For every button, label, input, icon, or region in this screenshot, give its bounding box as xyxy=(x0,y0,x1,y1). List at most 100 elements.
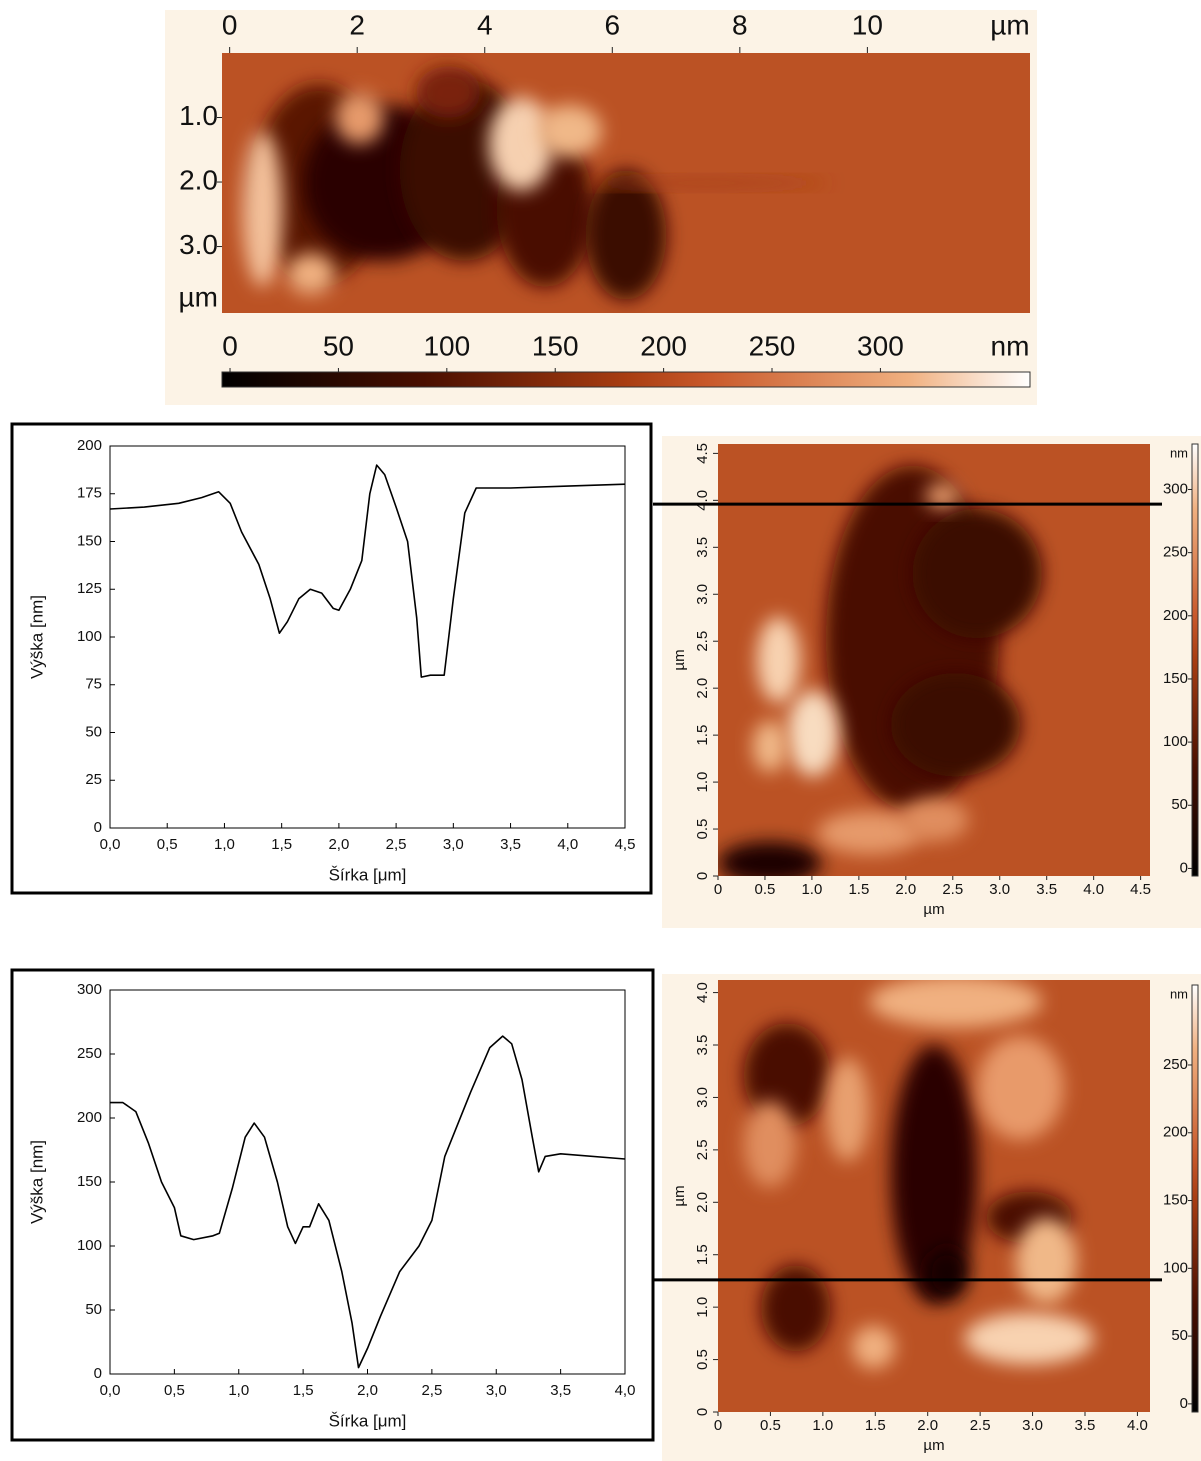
x-axis-label: µm xyxy=(923,1437,944,1454)
y-tick-label: 1.0 xyxy=(179,100,218,131)
y-tick-label: 250 xyxy=(77,1045,102,1062)
profile-curve xyxy=(110,1035,626,1369)
colorbar-tick-label: 0 xyxy=(222,330,238,361)
x-tick-label: 2.0 xyxy=(917,1417,938,1434)
x-tick-label: 3,0 xyxy=(486,1382,507,1399)
x-tick-label: 1.0 xyxy=(812,1417,833,1434)
surface-feature xyxy=(890,1044,978,1304)
x-tick-label: 4.0 xyxy=(1127,1417,1148,1434)
x-axis-label: Šírka [μm] xyxy=(329,865,407,884)
y-tick-label: 1.0 xyxy=(694,1297,711,1318)
y-tick-label: 50 xyxy=(85,723,102,740)
x-tick-label: 2,0 xyxy=(357,1382,378,1399)
y-tick-label: 3.0 xyxy=(694,1087,711,1108)
x-tick-label: 6 xyxy=(604,9,620,40)
x-tick-label: 3.5 xyxy=(1036,881,1057,898)
colorbar xyxy=(221,371,1031,388)
x-tick-label: 3,5 xyxy=(550,1382,571,1399)
x-tick-label: 8 xyxy=(732,9,748,40)
colorbar-tick-label: 300 xyxy=(1163,480,1188,497)
x-tick-label: 3,5 xyxy=(500,836,521,853)
profile-curve xyxy=(109,464,626,678)
y-tick-label: 0 xyxy=(94,819,102,836)
colorbar-unit: nm xyxy=(1170,445,1188,460)
y-tick-label: 150 xyxy=(77,1173,102,1190)
y-tick-label: 1.5 xyxy=(694,1244,711,1265)
surface-feature xyxy=(585,170,667,300)
chart-frame xyxy=(10,422,653,895)
surface-feature xyxy=(787,690,839,777)
x-tick-label: 4,0 xyxy=(557,836,578,853)
x-tick-label: 4,5 xyxy=(615,836,636,853)
surface-feature xyxy=(817,811,922,855)
surface-feature xyxy=(585,177,828,189)
y-tick-label: 0 xyxy=(94,1365,102,1382)
colorbar-tick-label: 150 xyxy=(532,330,579,361)
surface-feature xyxy=(869,980,1042,1028)
x-tick-label: 0 xyxy=(222,9,238,40)
x-tick-label: 1,5 xyxy=(271,836,292,853)
x-tick-label: 1.5 xyxy=(848,881,869,898)
x-tick-label: 1,5 xyxy=(293,1382,314,1399)
surface-feature xyxy=(286,253,336,295)
y-tick-label: 3.5 xyxy=(694,1035,711,1056)
y-tick-label: 100 xyxy=(77,1237,102,1254)
y-tick-label: 1.5 xyxy=(694,725,711,746)
surface-feature xyxy=(977,1036,1064,1140)
y-tick-label: 75 xyxy=(85,676,102,693)
y-tick-label: 3.0 xyxy=(694,584,711,605)
y-tick-label: 3.5 xyxy=(694,537,711,558)
surface-feature xyxy=(925,482,960,509)
x-tick-label: 0,0 xyxy=(100,836,121,853)
surface-feature xyxy=(537,105,602,157)
surface-feature xyxy=(826,1057,870,1162)
surface-feature xyxy=(761,1265,831,1352)
colorbar-unit: nm xyxy=(991,330,1030,361)
y-tick-label: 2.0 xyxy=(694,678,711,699)
x-tick-label: 2,5 xyxy=(421,1382,442,1399)
surface-feature xyxy=(899,798,969,842)
surface-feature xyxy=(756,616,801,704)
y-axis-label: Výška [nm] xyxy=(27,1140,46,1224)
y-tick-label: 1.0 xyxy=(694,772,711,793)
x-tick-label: 4.5 xyxy=(1130,881,1151,898)
x-tick-label: 0,0 xyxy=(100,1382,121,1399)
afm-image xyxy=(718,444,1150,876)
y-tick-label: 0.5 xyxy=(694,1349,711,1370)
y-tick-label: 0 xyxy=(694,1408,711,1416)
x-tick-label: 2,5 xyxy=(386,836,407,853)
y-tick-label: 4.0 xyxy=(694,982,711,1003)
colorbar-tick-label: 0 xyxy=(1180,1395,1188,1412)
x-tick-label: 0,5 xyxy=(157,836,178,853)
y-tick-label: 200 xyxy=(77,1109,102,1126)
x-tick-label: 0 xyxy=(714,1417,722,1434)
x-tick-label: 10 xyxy=(852,9,883,40)
x-tick-label: 0.5 xyxy=(760,1417,781,1434)
y-tick-label: 125 xyxy=(77,580,102,597)
x-tick-label: 4 xyxy=(477,9,493,40)
y-tick-label: 150 xyxy=(77,532,102,549)
surface-feature xyxy=(335,92,384,144)
colorbar-tick-label: 250 xyxy=(749,330,796,361)
colorbar-tick-label: 200 xyxy=(1163,607,1188,624)
colorbar-tick-label: 100 xyxy=(1163,1259,1188,1276)
y-axis-label: µm xyxy=(671,1185,688,1206)
x-tick-label: 1.5 xyxy=(865,1417,886,1434)
colorbar-tick-label: 50 xyxy=(1171,796,1188,813)
y-tick-label: 4.5 xyxy=(694,443,711,464)
x-tick-label: 2.5 xyxy=(970,1417,991,1434)
surface-feature xyxy=(964,1312,1094,1365)
colorbar-unit: nm xyxy=(1170,986,1188,1001)
x-tick-label: 2.5 xyxy=(942,881,963,898)
colorbar-tick-label: 200 xyxy=(1163,1124,1188,1141)
colorbar-tick-label: 250 xyxy=(1163,1056,1188,1073)
afm-image xyxy=(718,980,1150,1412)
y-tick-label: 300 xyxy=(77,981,102,998)
y-tick-label: 25 xyxy=(85,771,102,788)
surface-feature xyxy=(912,508,1042,639)
x-axis-label: µm xyxy=(923,901,944,918)
surface-feature xyxy=(743,1023,831,1127)
colorbar-tick-label: 100 xyxy=(423,330,470,361)
x-tick-label: 2.0 xyxy=(895,881,916,898)
